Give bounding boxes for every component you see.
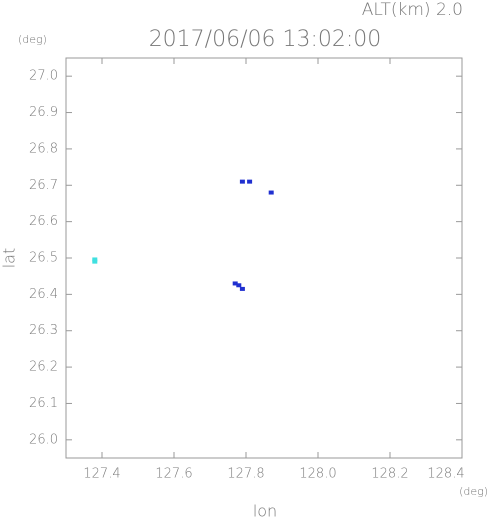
point — [247, 179, 253, 184]
plot-frame — [65, 57, 463, 459]
x-unit: (deg) — [459, 485, 488, 498]
x-tick-label: 128.2 — [371, 467, 408, 482]
x-tick-label: 128.4 — [427, 467, 464, 482]
x-tick-label: 127.8 — [227, 467, 264, 482]
y-tick-label: 26.0 — [29, 432, 58, 447]
point — [232, 281, 238, 286]
y-tick-label: 27.0 — [29, 69, 58, 84]
y-tick-label: 26.5 — [29, 251, 58, 266]
point — [239, 286, 245, 291]
y-tick-label: 26.4 — [29, 287, 58, 302]
y-tick-label: 26.8 — [29, 141, 58, 156]
x-tick-label: 127.4 — [83, 467, 120, 482]
x-axis-label: lon — [253, 502, 277, 521]
point — [239, 179, 245, 184]
point — [92, 259, 98, 264]
y-tick-label: 26.6 — [29, 214, 58, 229]
y-tick-label: 26.3 — [29, 323, 58, 338]
chart-title: 2017/06/06 13:02:00 — [149, 27, 382, 52]
y-tick-label: 26.9 — [29, 105, 58, 120]
y-tick-label: 26.1 — [29, 396, 58, 411]
y-axis-label: lat — [0, 248, 19, 269]
y-unit: (deg) — [18, 33, 47, 46]
x-tick-label: 127.6 — [155, 467, 192, 482]
point — [92, 257, 98, 262]
point — [268, 190, 274, 195]
annotation: ALT(km) 2.0 — [362, 0, 463, 20]
y-tick-label: 26.7 — [29, 178, 58, 193]
point — [236, 283, 242, 288]
x-tick-label: 128.0 — [299, 467, 336, 482]
y-tick-label: 26.2 — [29, 360, 58, 375]
